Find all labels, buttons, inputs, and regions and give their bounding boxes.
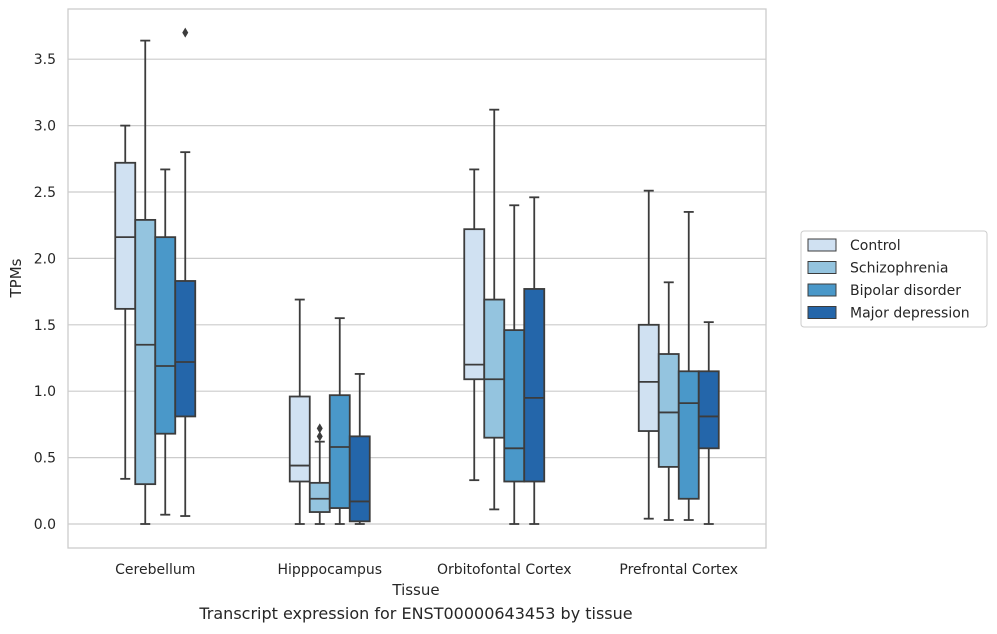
box xyxy=(174,27,197,517)
legend-swatch xyxy=(807,306,837,319)
box xyxy=(308,423,331,525)
x-tick-label: Cerebellum xyxy=(115,562,195,578)
box-body xyxy=(677,370,700,500)
outlier-marker xyxy=(182,27,189,38)
box-body xyxy=(463,228,486,381)
box xyxy=(483,108,506,511)
box xyxy=(328,317,351,525)
box xyxy=(134,39,157,525)
y-axis-label: TPMs xyxy=(7,258,25,298)
box-body xyxy=(288,395,311,483)
y-tick-label: 2.5 xyxy=(34,185,56,201)
legend-swatch xyxy=(807,238,837,252)
legend-label: Schizophrenia xyxy=(850,261,948,277)
legend-label: Major depression xyxy=(850,306,970,322)
box xyxy=(288,298,311,525)
box-body xyxy=(523,288,546,483)
box-body xyxy=(697,370,720,450)
box-body xyxy=(308,481,331,513)
box-body xyxy=(114,161,137,310)
outlier-marker xyxy=(316,423,323,434)
y-tick-label: 0.0 xyxy=(34,517,56,533)
box-body xyxy=(154,236,177,435)
box-body xyxy=(637,323,660,432)
y-axis-ticks: 0.0 0.5 1.0 1.5 2.0 2.5 3.0 3.5 xyxy=(34,52,56,533)
legend-swatch xyxy=(807,283,837,297)
outlier-marker xyxy=(316,431,323,442)
y-tick-label: 3.0 xyxy=(34,119,56,135)
box-body xyxy=(483,298,506,439)
box-body xyxy=(348,435,371,523)
legend-label: Bipolar disorder xyxy=(850,283,961,299)
box xyxy=(348,373,371,525)
box-body xyxy=(328,394,351,509)
x-tick-label: Prefrontal Cortex xyxy=(619,562,738,578)
y-tick-label: 1.5 xyxy=(34,318,56,334)
box xyxy=(523,196,546,525)
y-tick-label: 3.5 xyxy=(34,52,56,68)
box xyxy=(463,168,486,482)
box xyxy=(154,168,177,516)
box-body xyxy=(503,329,526,483)
x-axis-ticks: Cerebellum Hipppocampus Orbitofontal Corte… xyxy=(115,562,738,578)
x-tick-label: Hipppocampus xyxy=(277,562,382,578)
legend-label: Control xyxy=(850,238,901,254)
y-tick-label: 0.5 xyxy=(34,451,56,467)
boxes xyxy=(114,27,720,525)
legend-swatch xyxy=(807,261,837,274)
box xyxy=(657,281,680,521)
box-body xyxy=(174,280,197,418)
box xyxy=(697,321,720,525)
box xyxy=(114,124,137,480)
y-tick-label: 1.0 xyxy=(34,384,56,400)
figure-caption: Transcript expression for ENST0000064345… xyxy=(199,604,633,623)
box-body xyxy=(657,353,680,468)
legend-frame xyxy=(800,230,988,328)
box xyxy=(503,204,526,525)
y-tick-label: 2.0 xyxy=(34,251,56,267)
box-body xyxy=(134,218,157,486)
box xyxy=(637,189,660,520)
x-tick-label: Orbitofontal Cortex xyxy=(437,562,572,578)
plot-area-frame xyxy=(67,8,767,549)
x-axis-label: Tissue xyxy=(391,581,439,599)
legend: Control Schizophrenia Bipolar disorder Majo… xyxy=(800,230,988,328)
